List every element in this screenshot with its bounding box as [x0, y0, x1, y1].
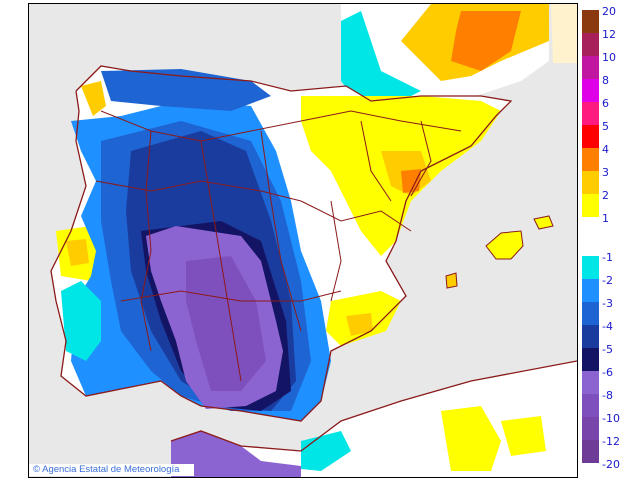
legend-label: 3 [602, 166, 609, 179]
legend-swatch-m10 [582, 417, 599, 440]
legend-label: 5 [602, 120, 609, 133]
mallorca [485, 230, 524, 260]
legend-label: -1 [602, 251, 613, 264]
france-hot [451, 11, 521, 71]
legend-label: 2 [602, 189, 609, 202]
warm-portugal-inner [66, 239, 89, 266]
warm-hot-spot [401, 169, 421, 193]
legend-label: -3 [602, 297, 613, 310]
legend-swatch-m8 [582, 394, 599, 417]
ibiza [445, 272, 458, 289]
legend-swatch-m1 [582, 256, 599, 279]
legend-label: -6 [602, 366, 613, 379]
legend-label: -4 [602, 320, 613, 333]
attribution-label: © Agencia Estatal de Meteorología [29, 464, 194, 476]
legend-label: 6 [602, 97, 609, 110]
legend-label: 20 [602, 5, 616, 18]
legend-label: -20 [602, 458, 620, 471]
legend-swatch-4 [582, 148, 599, 171]
anomaly-map [28, 3, 578, 478]
cold-edge-cyan [61, 281, 101, 361]
africa-cold [171, 431, 301, 477]
menorca [533, 215, 554, 230]
purple-inner [186, 256, 266, 391]
outside-land-ne [551, 4, 577, 63]
africa-warm-2 [501, 416, 546, 456]
legend-swatch-3 [582, 171, 599, 194]
legend-swatch-m12 [582, 440, 599, 463]
region-borders [95, 110, 462, 382]
legend-label: -5 [602, 343, 613, 356]
legend-label: -2 [602, 274, 613, 287]
legend-label: -8 [602, 389, 613, 402]
map-canvas [50, 4, 577, 477]
legend-label: 4 [602, 143, 609, 156]
legend-swatch-5 [582, 125, 599, 148]
coastline [50, 65, 513, 422]
color-legend: 20 12 10 8 6 5 4 3 2 1 -1 -2 -3 -4 -5 -6… [582, 6, 630, 480]
legend-label: -10 [602, 412, 620, 425]
legend-swatch-m6 [582, 371, 599, 394]
legend-swatch-20 [582, 10, 599, 33]
legend-swatch-m2 [582, 279, 599, 302]
legend-swatch-10 [582, 56, 599, 79]
legend-swatch-m3 [582, 302, 599, 325]
legend-swatch-m5 [582, 348, 599, 371]
africa-warm [441, 406, 501, 471]
legend-label: 10 [602, 51, 616, 64]
legend-label: 1 [602, 212, 609, 225]
legend-label: 8 [602, 74, 609, 87]
legend-swatch-6 [582, 102, 599, 125]
africa-coastline [170, 360, 577, 452]
legend-swatch-m4 [582, 325, 599, 348]
legend-swatch-2 [582, 194, 599, 217]
legend-label: 12 [602, 28, 616, 41]
legend-label: -12 [602, 435, 620, 448]
warm-se-inner [346, 313, 373, 336]
legend-swatch-12 [582, 33, 599, 56]
aemet-watermark: aemet [514, 453, 572, 475]
warm-nw [81, 81, 106, 116]
legend-swatch-8 [582, 79, 599, 102]
france-cold-strip [341, 11, 421, 101]
